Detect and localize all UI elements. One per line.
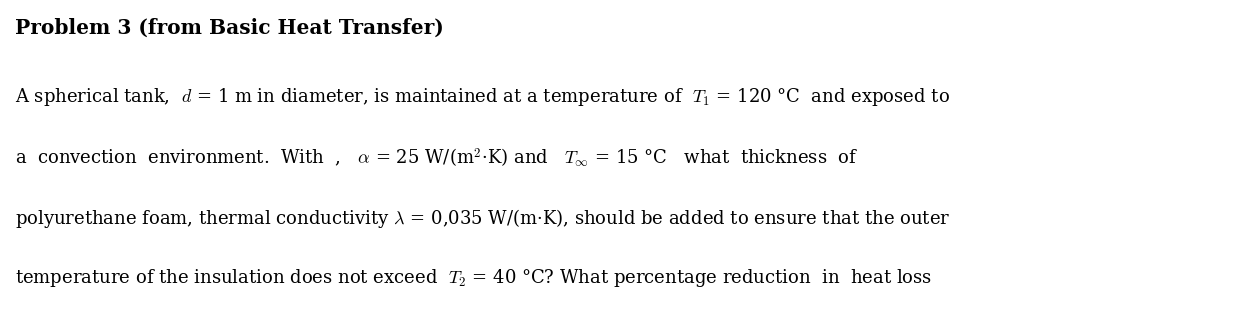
Text: A spherical tank,  $d$ = 1 m in diameter, is maintained at a temperature of  $T_: A spherical tank, $d$ = 1 m in diameter,… bbox=[15, 86, 950, 108]
Text: temperature of the insulation does not exceed  $T_2$ = 40 °C? What percentage re: temperature of the insulation does not e… bbox=[15, 267, 933, 289]
Text: Problem 3 (from Basic Heat Transfer): Problem 3 (from Basic Heat Transfer) bbox=[15, 18, 443, 38]
Text: polyurethane foam, thermal conductivity $\lambda$ = 0,035 W/(m·K), should be add: polyurethane foam, thermal conductivity … bbox=[15, 207, 950, 230]
Text: a  convection  environment.  With  ,   $\alpha$ = 25 W/(m$^2$·K) and   $T_\infty: a convection environment. With , $\alpha… bbox=[15, 147, 859, 170]
